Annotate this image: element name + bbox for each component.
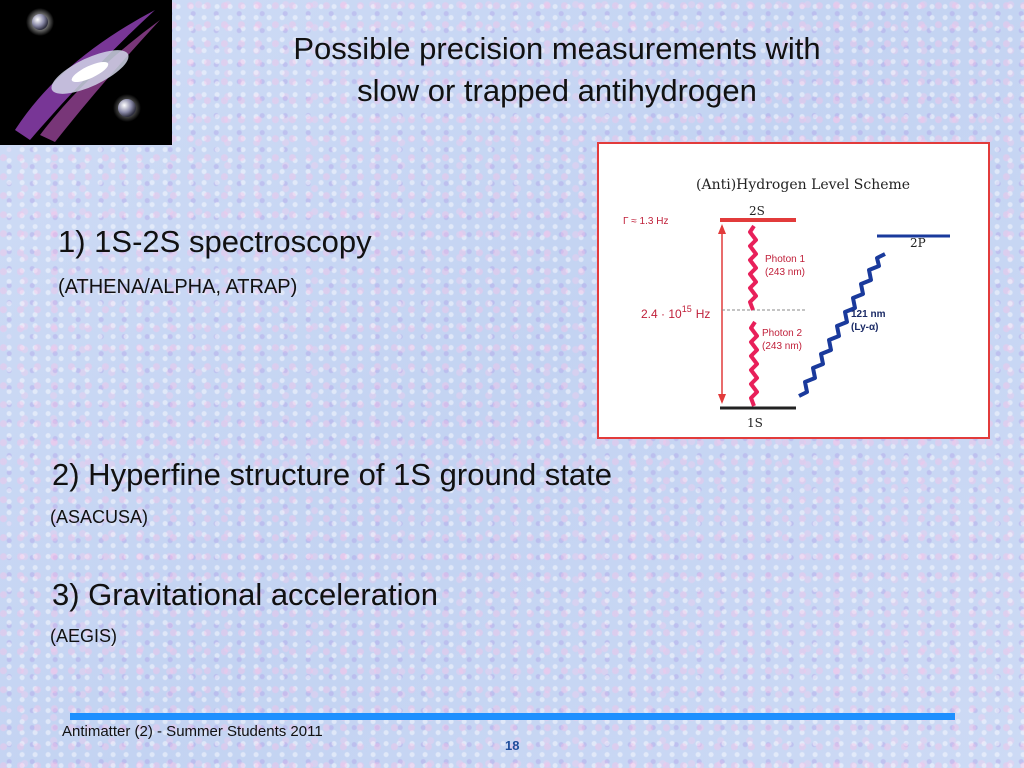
title-line-2: slow or trapped antihydrogen xyxy=(357,73,757,108)
photon-1-wavelength: (243 nm) xyxy=(765,267,805,278)
page-number: 18 xyxy=(505,738,520,753)
arrow-up-icon xyxy=(718,224,726,234)
frequency-base: 2.4 · 10 xyxy=(641,307,682,321)
lyman-alpha-wavelength: 121 nm xyxy=(851,309,886,320)
item-1-experiments: (ATHENA/ALPHA, ATRAP) xyxy=(58,276,298,298)
title-line-1: Possible precision measurements with xyxy=(293,31,821,66)
slide-title: Possible precision measurements with slo… xyxy=(200,28,914,112)
linewidth-label: Γ ≈ 1.3 Hz xyxy=(623,216,668,227)
item-1-heading: 1) 1S-2S spectroscopy xyxy=(58,224,372,259)
item-2-experiments: (ASACUSA) xyxy=(50,507,149,527)
photon-1-name: Photon 1 xyxy=(765,254,805,265)
item-3-heading: 3) Gravitational acceleration xyxy=(52,577,438,612)
frequency-unit: Hz xyxy=(696,307,711,321)
diagram-title: (Anti)Hydrogen Level Scheme xyxy=(696,177,910,193)
lyman-alpha-wave xyxy=(798,252,886,398)
level-scheme-diagram: (Anti)Hydrogen Level Scheme 2S 2P 1S Γ ≈… xyxy=(597,142,990,439)
frequency-label: 2.4 · 1015 Hz xyxy=(641,304,710,321)
item-3-experiments: (AEGIS) xyxy=(50,626,118,646)
photon-2-wavelength: (243 nm) xyxy=(762,341,802,352)
footer-divider xyxy=(70,713,955,720)
photon-2-wave xyxy=(749,320,759,407)
frequency-exponent: 15 xyxy=(682,304,692,314)
antimatter-logo-icon xyxy=(0,0,172,145)
arrow-down-icon xyxy=(718,394,726,404)
logo xyxy=(0,0,172,145)
photon-2-name: Photon 2 xyxy=(762,328,802,339)
item-2-heading: 2) Hyperfine structure of 1S ground stat… xyxy=(52,457,613,492)
level-2s-label: 2S xyxy=(749,204,765,218)
lyman-alpha-name: (Ly-α) xyxy=(851,322,878,333)
footer-text: Antimatter (2) - Summer Students 2011 xyxy=(62,723,323,740)
level-2p-label: 2P xyxy=(910,236,926,250)
level-1s-label: 1S xyxy=(747,416,763,430)
photon-1-wave xyxy=(748,224,758,311)
